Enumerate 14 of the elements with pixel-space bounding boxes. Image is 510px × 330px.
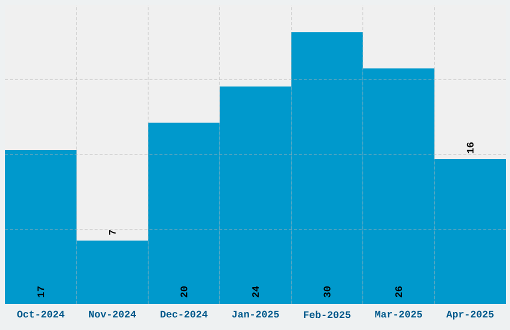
data-label: 20: [180, 286, 188, 298]
data-label: 30: [324, 286, 330, 298]
x-tick-label: Mar-2025: [375, 310, 422, 318]
data-label: 26: [395, 286, 402, 298]
x-tick-label: Oct-2024: [17, 310, 64, 318]
data-label: 7: [109, 230, 116, 235]
x-tick-label: Jan-2025: [232, 310, 279, 318]
data-label: 16: [466, 142, 474, 154]
x-tick-label: Feb-2025: [304, 310, 350, 318]
data-label: 24: [252, 286, 259, 298]
x-tick-label: Dec-2024: [160, 310, 208, 318]
x-tick-label: Nov-2024: [89, 310, 136, 318]
data-label: 17: [38, 286, 44, 298]
x-tick-label: Apr-2025: [446, 310, 494, 320]
